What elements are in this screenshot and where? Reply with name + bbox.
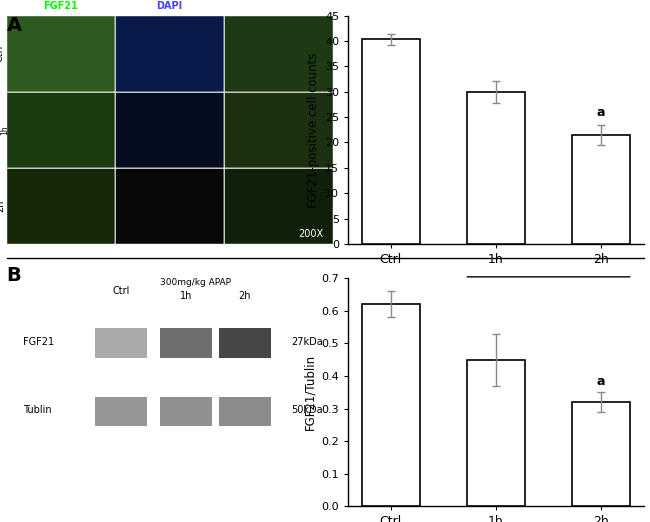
Text: a: a <box>597 375 605 388</box>
Text: 300mg/kg APAP: 300mg/kg APAP <box>504 290 592 300</box>
Text: 200X: 200X <box>298 229 323 239</box>
Bar <box>115 92 224 168</box>
Bar <box>218 397 271 426</box>
Text: Tublin: Tublin <box>23 406 51 416</box>
Text: 300mg/kg APAP: 300mg/kg APAP <box>161 278 231 287</box>
Bar <box>572 135 630 244</box>
Y-axis label: FGF21-positive cell counts: FGF21-positive cell counts <box>307 52 320 208</box>
Text: 300mg/kg APAP
1h: 300mg/kg APAP 1h <box>0 100 10 160</box>
Bar <box>467 92 525 244</box>
Bar <box>160 328 212 358</box>
Bar <box>95 397 147 426</box>
Text: DAPI: DAPI <box>157 1 183 11</box>
Bar <box>6 16 115 92</box>
Text: FGF21: FGF21 <box>44 1 78 11</box>
Text: 50kDa: 50kDa <box>291 406 323 416</box>
Text: FGF21: FGF21 <box>23 337 54 347</box>
Text: B: B <box>6 266 21 285</box>
Bar <box>572 402 630 506</box>
Text: Ctrl: Ctrl <box>0 45 5 63</box>
Bar <box>224 92 333 168</box>
Text: 1h: 1h <box>180 291 192 301</box>
Text: A: A <box>6 16 21 34</box>
Text: a: a <box>597 105 605 118</box>
Text: 2h: 2h <box>0 199 5 212</box>
Bar <box>115 168 224 244</box>
Bar <box>160 397 212 426</box>
Bar <box>361 304 420 506</box>
Bar <box>467 360 525 506</box>
Bar <box>224 168 333 244</box>
Y-axis label: FGF21/Tublin: FGF21/Tublin <box>303 354 316 430</box>
Bar <box>6 168 115 244</box>
Bar <box>115 16 224 92</box>
Text: Ctrl: Ctrl <box>112 287 129 296</box>
Bar <box>6 92 115 168</box>
Text: 27kDa: 27kDa <box>291 337 323 347</box>
Text: 2h: 2h <box>239 291 251 301</box>
Bar <box>95 328 147 358</box>
Bar <box>361 40 420 244</box>
Bar <box>218 328 271 358</box>
Bar <box>224 16 333 92</box>
